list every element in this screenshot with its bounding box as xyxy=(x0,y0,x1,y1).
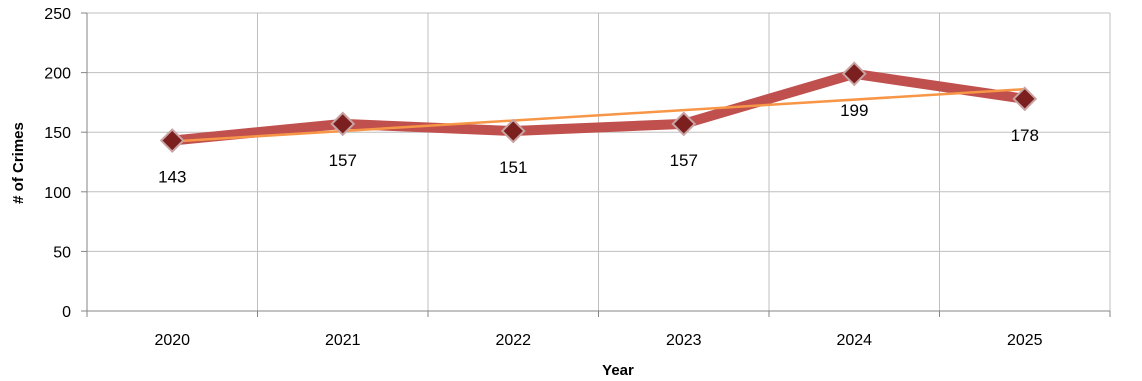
data-point-marker xyxy=(159,128,185,153)
y-tick-label: 0 xyxy=(62,304,71,321)
data-labels: 143 157 151 157 199 178 xyxy=(158,101,1039,187)
data-point-marker xyxy=(1012,86,1038,112)
trendline-path xyxy=(172,87,1025,143)
x-tick-label: 2025 xyxy=(1007,332,1043,349)
y-tick-label: 50 xyxy=(53,244,71,261)
data-markers xyxy=(159,61,1038,153)
data-point-marker xyxy=(500,118,526,144)
axes xyxy=(81,12,1111,317)
x-tick-labels: 2020 2021 2022 2023 2024 2025 xyxy=(154,332,1042,349)
data-label: 178 xyxy=(1011,126,1039,145)
series-line-path xyxy=(167,68,1030,146)
data-point-marker xyxy=(841,61,867,87)
x-tick-label: 2023 xyxy=(666,332,702,349)
x-axis-title: Year xyxy=(602,362,634,379)
y-tick-label: 250 xyxy=(44,6,71,23)
data-label: 199 xyxy=(840,101,868,120)
series-line xyxy=(167,68,1030,146)
x-tick-label: 2021 xyxy=(325,332,361,349)
y-tick-label: 150 xyxy=(44,125,71,142)
data-point-marker xyxy=(671,111,697,137)
data-point-marker xyxy=(330,111,356,137)
data-label: 151 xyxy=(499,158,527,177)
x-tick-label: 2024 xyxy=(836,332,872,349)
data-label: 143 xyxy=(158,168,186,187)
y-tick-label: 100 xyxy=(44,185,71,202)
y-tick-labels: 0 50 100 150 200 250 xyxy=(44,6,71,321)
data-label: 157 xyxy=(329,151,357,170)
x-tick-label: 2022 xyxy=(495,332,531,349)
gridlines xyxy=(87,12,1111,311)
y-axis-title: # of Crimes xyxy=(10,122,27,204)
y-tick-label: 200 xyxy=(44,66,71,83)
x-tick-label: 2020 xyxy=(154,332,190,349)
trendline xyxy=(172,87,1025,143)
data-label: 157 xyxy=(670,151,698,170)
